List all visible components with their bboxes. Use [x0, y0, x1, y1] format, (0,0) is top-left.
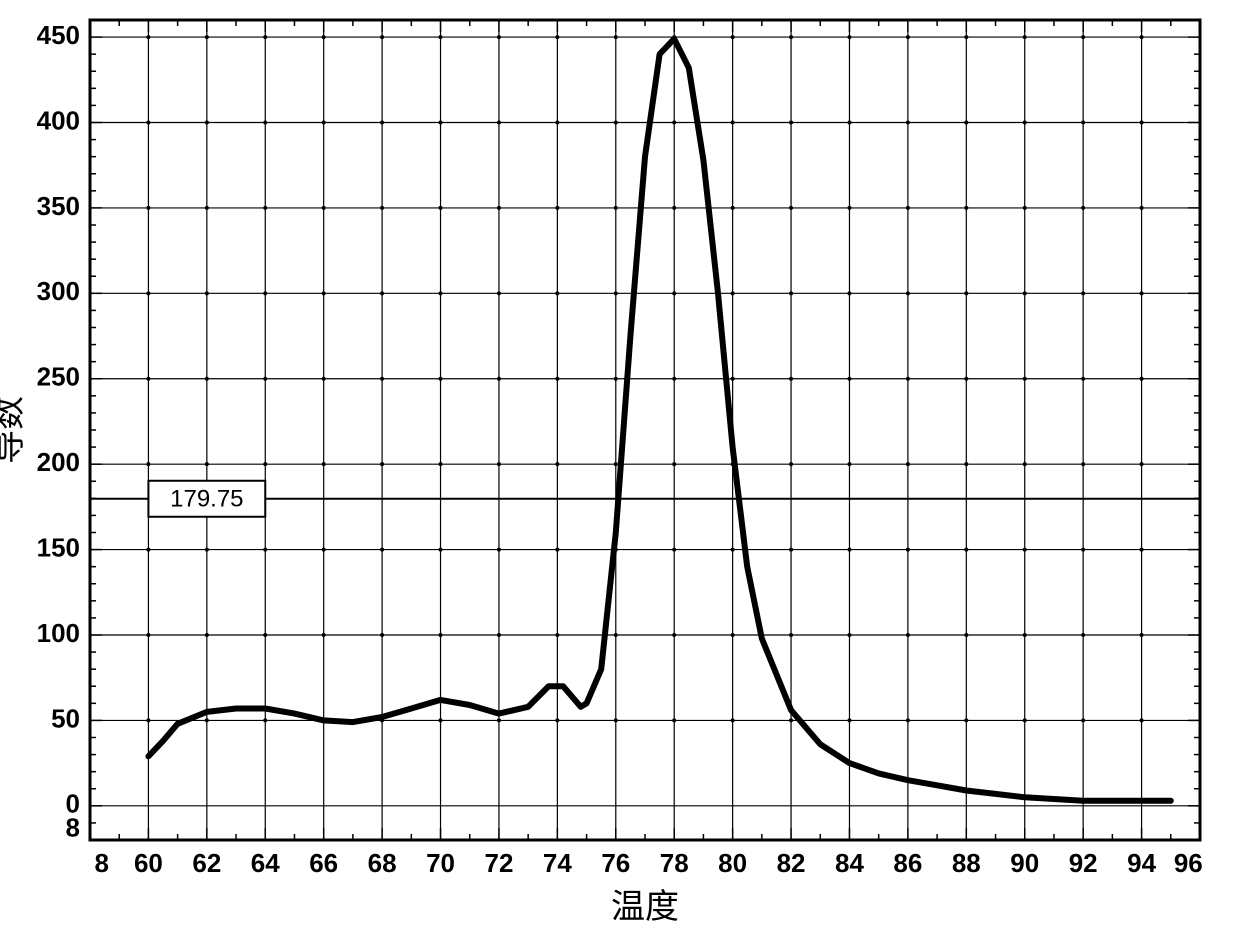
- svg-text:78: 78: [660, 848, 689, 878]
- svg-text:94: 94: [1127, 848, 1156, 878]
- chart-container: 8606264666870727476788082848688909294968…: [0, 0, 1240, 948]
- svg-text:0: 0: [66, 789, 80, 819]
- svg-text:50: 50: [51, 703, 80, 733]
- melt-curve-chart: 8606264666870727476788082848688909294968…: [0, 0, 1240, 948]
- svg-text:64: 64: [251, 848, 280, 878]
- svg-text:350: 350: [37, 191, 80, 221]
- svg-text:80: 80: [718, 848, 747, 878]
- threshold-label: 179.75: [170, 485, 243, 512]
- svg-text:90: 90: [1010, 848, 1039, 878]
- svg-text:250: 250: [37, 362, 80, 392]
- svg-text:76: 76: [601, 848, 630, 878]
- svg-text:92: 92: [1069, 848, 1098, 878]
- svg-text:300: 300: [37, 276, 80, 306]
- x-axis-label: 温度: [611, 888, 679, 926]
- svg-text:450: 450: [37, 20, 80, 50]
- svg-text:66: 66: [309, 848, 338, 878]
- y-axis-label: 导数: [0, 396, 28, 464]
- svg-text:62: 62: [192, 848, 221, 878]
- svg-text:200: 200: [37, 447, 80, 477]
- svg-text:8: 8: [94, 848, 108, 878]
- svg-text:70: 70: [426, 848, 455, 878]
- svg-text:84: 84: [835, 848, 864, 878]
- svg-text:74: 74: [543, 848, 572, 878]
- svg-text:60: 60: [134, 848, 163, 878]
- svg-text:400: 400: [37, 105, 80, 135]
- svg-text:86: 86: [893, 848, 922, 878]
- svg-text:88: 88: [952, 848, 981, 878]
- svg-text:68: 68: [368, 848, 397, 878]
- svg-text:72: 72: [484, 848, 513, 878]
- svg-text:82: 82: [777, 848, 806, 878]
- svg-text:150: 150: [37, 532, 80, 562]
- svg-text:96: 96: [1174, 848, 1203, 878]
- svg-text:100: 100: [37, 618, 80, 648]
